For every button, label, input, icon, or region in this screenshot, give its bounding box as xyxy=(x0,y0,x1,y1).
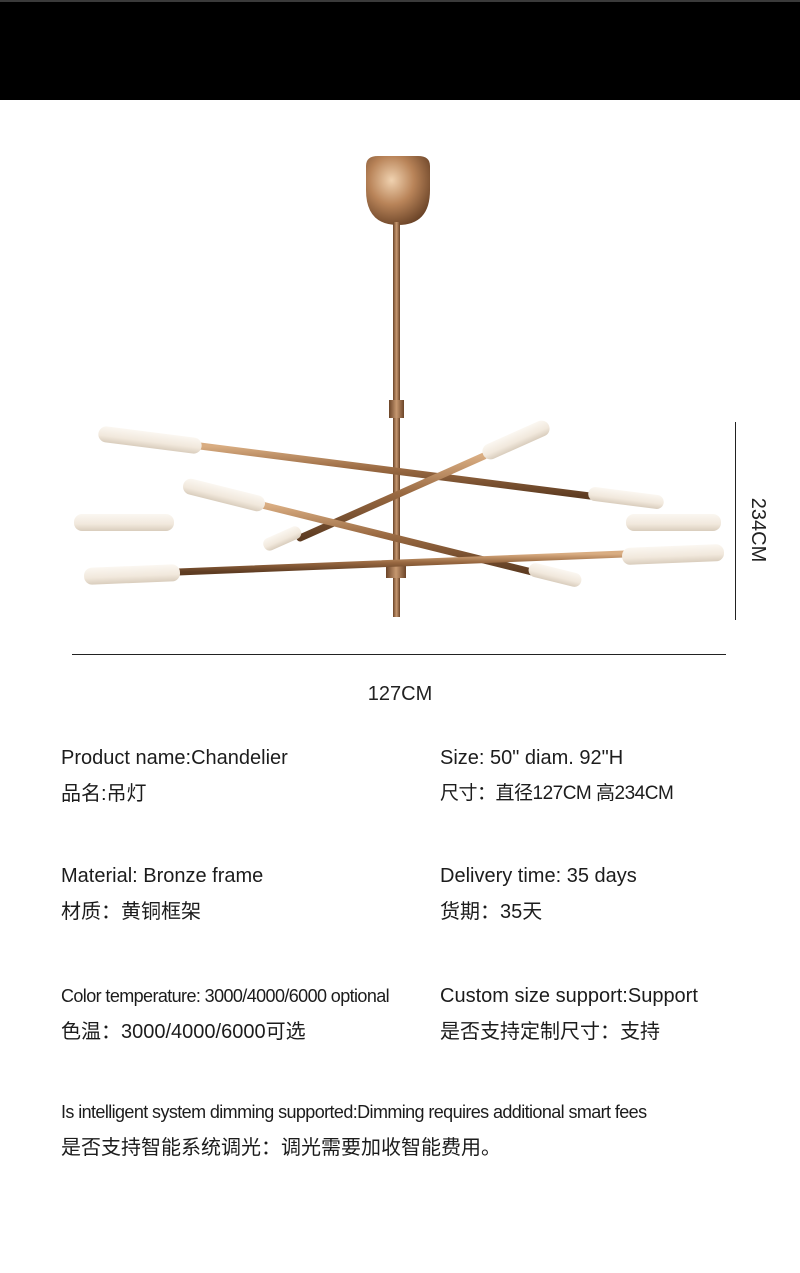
spec-product-name-zh: 品名:吊灯 xyxy=(61,783,147,805)
stem-rod xyxy=(393,222,400,617)
spec-material: Material: Bronze frame 材质：黄铜框架 xyxy=(61,858,263,930)
spec-product-name: Product name:Chandelier 品名:吊灯 xyxy=(61,740,288,812)
stem-hub xyxy=(386,566,406,578)
spec-dimming-en: Is intelligent system dimming supported:… xyxy=(61,1102,647,1122)
chandelier-image xyxy=(74,156,725,617)
spec-color-temperature-en: Color temperature: 3000/4000/6000 option… xyxy=(61,986,390,1006)
spec-custom-size-en: Custom size support:Support xyxy=(440,985,698,1007)
arm-1 xyxy=(98,426,664,509)
canopy xyxy=(366,156,430,225)
spec-color-temperature-zh: 色温：3000/4000/6000可选 xyxy=(61,1021,306,1043)
spec-color-temperature: Color temperature: 3000/4000/6000 option… xyxy=(61,978,390,1050)
spec-size: Size: 50" diam. 92"H 尺寸：直径127CM 高234CM xyxy=(440,740,674,812)
spec-custom-size-zh: 是否支持定制尺寸：支持 xyxy=(440,1021,660,1043)
spec-product-name-en: Product name:Chandelier xyxy=(61,747,288,769)
header-bar xyxy=(0,0,800,100)
arm-5 xyxy=(84,544,725,585)
spec-material-zh: 材质：黄铜框架 xyxy=(61,901,201,923)
spec-material-en: Material: Bronze frame xyxy=(61,865,264,887)
width-dimension-line xyxy=(72,654,726,655)
spec-delivery-en: Delivery time: 35 days xyxy=(440,865,637,887)
height-dimension-line xyxy=(735,422,736,620)
spec-size-en: Size: 50" diam. 92"H xyxy=(440,747,624,769)
height-dimension-label: 234CM xyxy=(747,497,769,563)
spec-delivery-zh: 货期：35天 xyxy=(440,901,543,923)
spec-delivery: Delivery time: 35 days 货期：35天 xyxy=(440,858,637,930)
spec-dimming-zh: 是否支持智能系统调光：调光需要加收智能费用。 xyxy=(61,1137,501,1159)
arm-4 xyxy=(74,514,721,531)
width-dimension-label: 127CM xyxy=(367,683,433,705)
stem-joint xyxy=(389,400,404,418)
spec-size-zh: 尺寸：直径127CM 高234CM xyxy=(440,783,674,804)
spec-dimming: Is intelligent system dimming supported:… xyxy=(61,1094,647,1166)
spec-custom-size: Custom size support:Support 是否支持定制尺寸：支持 xyxy=(440,978,698,1050)
